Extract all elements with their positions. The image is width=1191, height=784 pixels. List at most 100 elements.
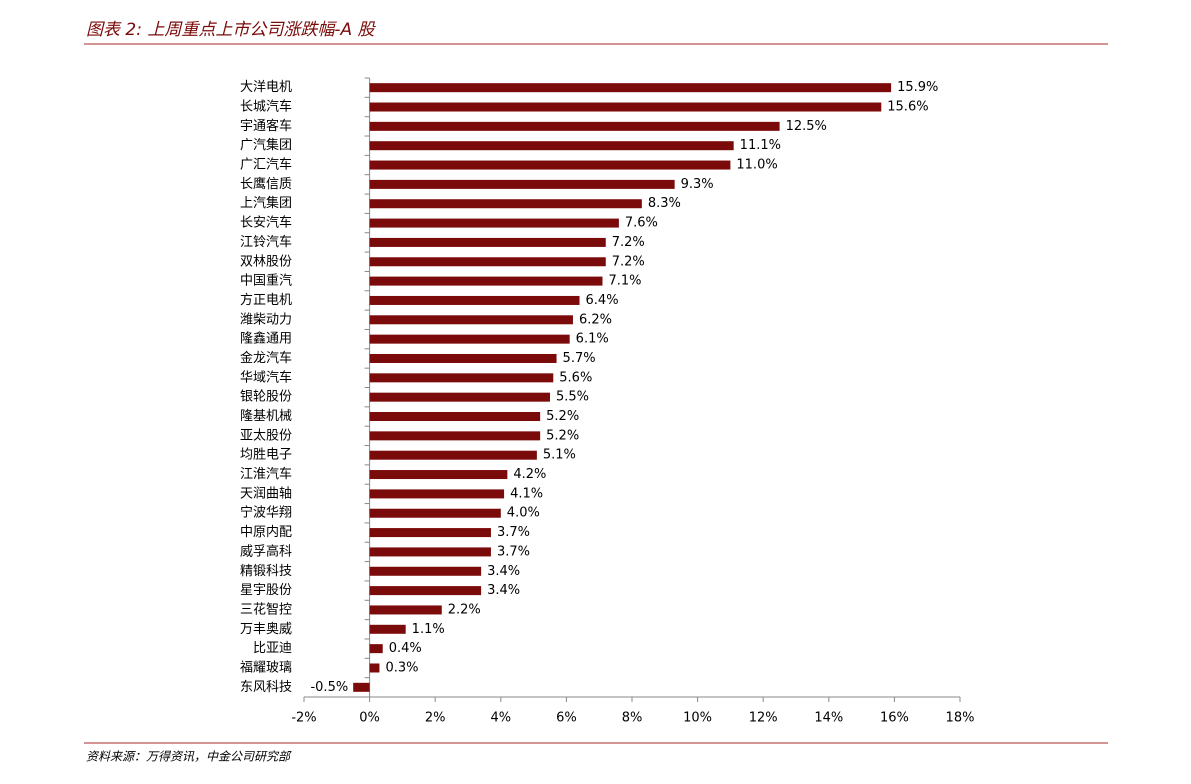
value-label: 2.2% bbox=[448, 602, 481, 617]
y-tick-label: 隆基机械 bbox=[240, 409, 292, 424]
bar bbox=[369, 102, 882, 112]
value-label: 5.7% bbox=[563, 351, 596, 366]
value-label: 3.4% bbox=[487, 564, 520, 579]
y-tick-label: 广汽集团 bbox=[240, 137, 292, 153]
x-tick-label: 12% bbox=[749, 711, 778, 726]
value-label: 9.3% bbox=[681, 177, 714, 192]
bar bbox=[369, 624, 406, 634]
bar bbox=[369, 470, 508, 480]
bar bbox=[369, 566, 482, 576]
x-tick-label: 16% bbox=[880, 711, 909, 726]
value-label: 15.6% bbox=[887, 100, 928, 115]
bar bbox=[369, 431, 541, 441]
y-tick-label: 东风科技 bbox=[240, 680, 292, 695]
bar bbox=[369, 295, 580, 305]
value-label: 5.5% bbox=[556, 390, 589, 405]
bar bbox=[369, 237, 606, 247]
value-label: 5.6% bbox=[559, 370, 592, 385]
y-tick-label: 潍柴动力 bbox=[240, 312, 292, 327]
bar bbox=[369, 179, 675, 189]
source-note: 资料来源：万得资讯，中金公司研究部 bbox=[86, 750, 292, 764]
y-tick-label: 万丰奥威 bbox=[240, 622, 292, 637]
bar bbox=[369, 508, 501, 518]
value-label: 12.5% bbox=[786, 119, 827, 134]
x-tick-label: 10% bbox=[683, 711, 712, 726]
value-label: 7.2% bbox=[612, 235, 645, 250]
y-tick-label: 双林股份 bbox=[240, 254, 292, 269]
bar bbox=[369, 199, 642, 209]
value-label: 5.1% bbox=[543, 448, 576, 463]
y-tick-label: 金龙汽车 bbox=[240, 350, 292, 366]
bar bbox=[369, 83, 892, 93]
value-label: 4.1% bbox=[510, 486, 543, 501]
y-tick-label: 均胜电子 bbox=[240, 448, 292, 463]
bar bbox=[369, 121, 780, 131]
bar bbox=[369, 528, 491, 538]
y-tick-label: 福耀玻璃 bbox=[240, 660, 292, 675]
bar bbox=[369, 450, 537, 460]
bar bbox=[369, 489, 505, 499]
x-tick-label: 18% bbox=[946, 711, 975, 726]
bar bbox=[369, 373, 554, 383]
value-label: 7.6% bbox=[625, 216, 658, 231]
y-tick-label: 方正电机 bbox=[240, 292, 292, 308]
x-tick-label: 8% bbox=[622, 711, 643, 726]
value-label: 5.2% bbox=[546, 428, 579, 443]
y-tick-label: 华域汽车 bbox=[240, 369, 292, 385]
bar bbox=[369, 605, 442, 615]
x-tick-label: 14% bbox=[814, 711, 843, 726]
bar bbox=[369, 257, 606, 267]
bar bbox=[369, 160, 731, 170]
y-tick-label: 三花智控 bbox=[240, 601, 292, 617]
value-label: 11.0% bbox=[736, 158, 777, 173]
value-label: 5.2% bbox=[546, 409, 579, 424]
value-label: 8.3% bbox=[648, 196, 681, 211]
y-tick-label: 宁波华翔 bbox=[240, 505, 292, 521]
y-tick-label: 江淮汽车 bbox=[240, 466, 292, 482]
y-tick-label: 比亚迪 bbox=[253, 641, 292, 656]
value-label: 4.0% bbox=[507, 506, 540, 521]
value-label: 0.3% bbox=[385, 660, 418, 675]
y-tick-label: 上汽集团 bbox=[240, 195, 292, 211]
y-tick-label: 广汇汽车 bbox=[240, 157, 292, 173]
y-tick-label: 星宇股份 bbox=[240, 583, 292, 598]
y-tick-label: 威孚高科 bbox=[240, 543, 292, 559]
x-tick-label: 0% bbox=[359, 711, 380, 726]
x-tick-label: 2% bbox=[425, 711, 446, 726]
bar bbox=[369, 644, 383, 654]
value-label: 7.2% bbox=[612, 254, 645, 269]
value-label: 0.4% bbox=[389, 641, 422, 656]
y-tick-label: 江铃汽车 bbox=[240, 234, 292, 250]
bar bbox=[369, 334, 570, 344]
y-tick-label: 精锻科技 bbox=[240, 564, 292, 579]
chart-title: 图表 2: 上周重点上市公司涨跌幅-A 股 bbox=[86, 20, 377, 40]
y-tick-label: 长安汽车 bbox=[240, 215, 292, 231]
bar bbox=[369, 663, 380, 673]
y-tick-label: 长鹰信质 bbox=[240, 176, 292, 192]
bar bbox=[369, 141, 734, 151]
value-label: 6.4% bbox=[586, 293, 619, 308]
y-tick-label: 宇通客车 bbox=[240, 118, 292, 134]
bar bbox=[369, 353, 557, 363]
y-tick-label: 天润曲轴 bbox=[240, 486, 292, 501]
bar bbox=[369, 586, 482, 596]
x-tick-label: 4% bbox=[490, 711, 511, 726]
y-tick-label: 亚太股份 bbox=[240, 428, 292, 443]
y-tick-label: 长城汽车 bbox=[240, 99, 292, 115]
y-tick-label: 中国重汽 bbox=[240, 273, 292, 289]
value-label: 3.7% bbox=[497, 525, 530, 540]
value-label: 7.1% bbox=[608, 274, 641, 289]
y-tick-label: 大洋电机 bbox=[240, 80, 292, 95]
x-tick-label: -2% bbox=[291, 711, 316, 726]
value-label: 1.1% bbox=[412, 622, 445, 637]
bar bbox=[369, 547, 491, 557]
value-label: -0.5% bbox=[310, 680, 348, 695]
value-label: 3.4% bbox=[487, 583, 520, 598]
y-tick-label: 银轮股份 bbox=[240, 390, 292, 405]
bar bbox=[369, 392, 550, 402]
y-tick-label: 中原内配 bbox=[240, 524, 292, 540]
y-tick-label: 隆鑫通用 bbox=[240, 331, 292, 347]
bar bbox=[369, 218, 619, 228]
value-label: 3.7% bbox=[497, 544, 530, 559]
